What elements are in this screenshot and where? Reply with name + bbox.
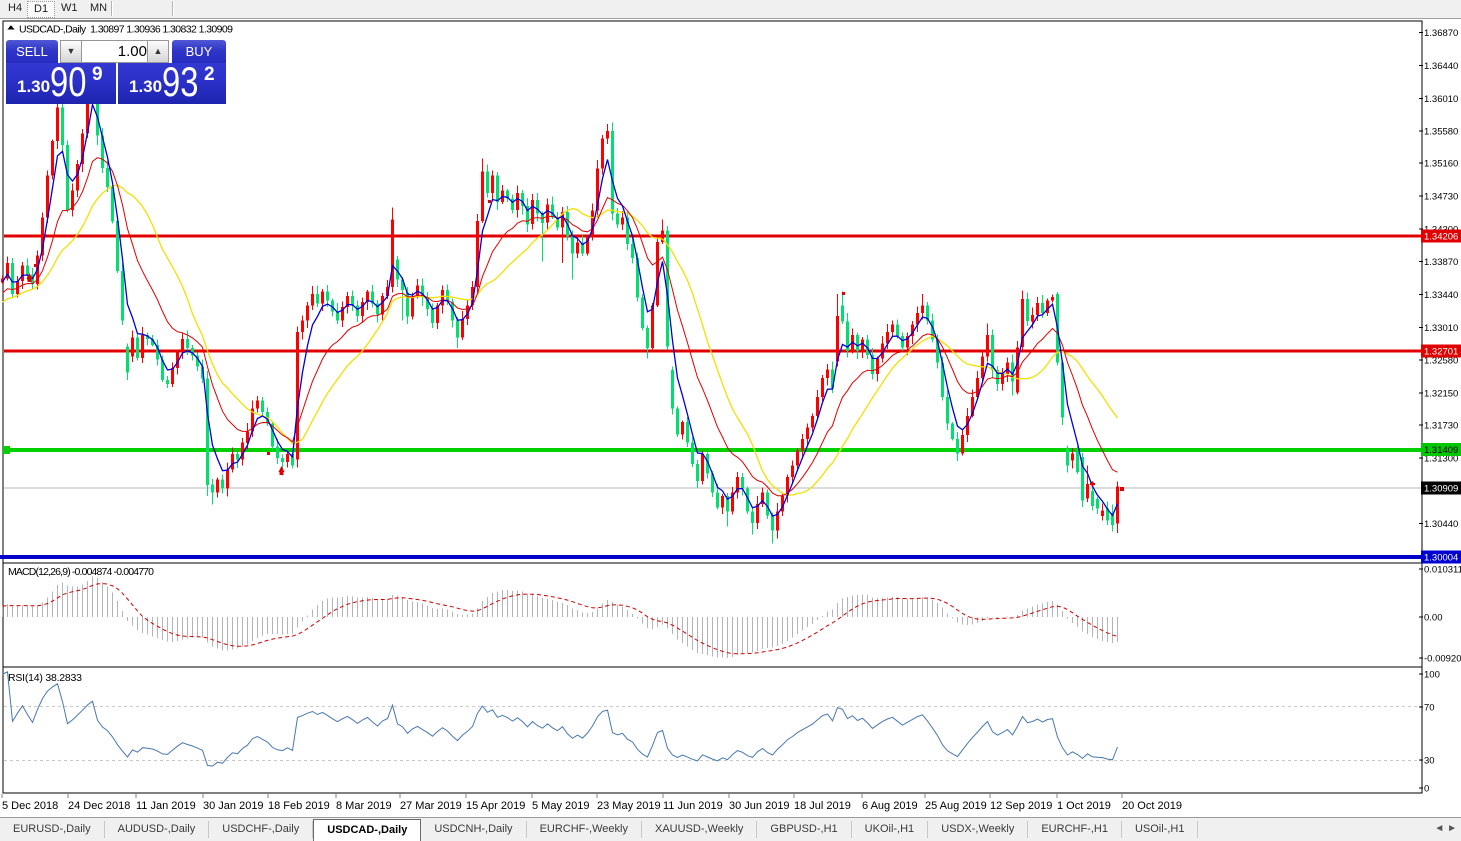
svg-text:6 Aug 2019: 6 Aug 2019 [862, 800, 918, 812]
svg-text:1.36870: 1.36870 [1424, 28, 1458, 39]
svg-text:RSI(14) 38.2833: RSI(14) 38.2833 [8, 672, 82, 684]
svg-text:1.31300: 1.31300 [1424, 454, 1458, 465]
svg-text:-0.009203: -0.009203 [1424, 654, 1461, 665]
svg-text:11 Jun 2019: 11 Jun 2019 [663, 800, 723, 812]
svg-text:70: 70 [1424, 703, 1435, 714]
svg-text:1.34730: 1.34730 [1424, 192, 1458, 203]
svg-text:1.35580: 1.35580 [1424, 127, 1458, 138]
svg-text:MACD(12,26,9) -0.004874 -0.004: MACD(12,26,9) -0.004874 -0.004770 [8, 566, 154, 578]
svg-text:25 Aug 2019: 25 Aug 2019 [925, 800, 987, 812]
svg-text:1.31730: 1.31730 [1424, 421, 1458, 432]
svg-text:0: 0 [1424, 784, 1429, 795]
svg-text:24 Dec 2018: 24 Dec 2018 [68, 800, 130, 812]
svg-text:1 Oct 2019: 1 Oct 2019 [1057, 800, 1111, 812]
svg-text:30 Jun 2019: 30 Jun 2019 [729, 800, 790, 812]
svg-text:1.30909: 1.30909 [1424, 483, 1458, 494]
svg-text:30 Jan 2019: 30 Jan 2019 [203, 800, 264, 812]
svg-text:18 Feb 2019: 18 Feb 2019 [268, 800, 330, 812]
svg-text:20 Oct 2019: 20 Oct 2019 [1122, 800, 1182, 812]
svg-text:1.36440: 1.36440 [1424, 61, 1458, 72]
svg-text:1.33440: 1.33440 [1424, 290, 1458, 301]
svg-text:0.00: 0.00 [1424, 613, 1443, 624]
svg-text:1.30440: 1.30440 [1424, 519, 1458, 530]
svg-text:1.32580: 1.32580 [1424, 356, 1458, 367]
svg-text:27 Mar 2019: 27 Mar 2019 [400, 800, 462, 812]
svg-text:30: 30 [1424, 756, 1435, 767]
svg-text:12 Sep 2019: 12 Sep 2019 [990, 800, 1052, 812]
svg-text:23 May 2019: 23 May 2019 [597, 800, 661, 812]
svg-text:18 Jul 2019: 18 Jul 2019 [794, 800, 851, 812]
svg-text:1.32701: 1.32701 [1424, 347, 1458, 358]
svg-text:5 May 2019: 5 May 2019 [532, 800, 589, 812]
svg-text:1.31409: 1.31409 [1424, 445, 1458, 456]
svg-text:11 Jan 2019: 11 Jan 2019 [136, 800, 196, 812]
svg-text:1.30004: 1.30004 [1424, 553, 1458, 564]
svg-text:1.36010: 1.36010 [1424, 94, 1458, 105]
svg-text:1.33010: 1.33010 [1424, 323, 1458, 334]
svg-text:1.34206: 1.34206 [1424, 232, 1458, 243]
svg-text:USDCAD-,Daily 1.30897 1.30936: USDCAD-,Daily 1.30897 1.30936 1.30832 1.… [19, 24, 233, 36]
svg-text:0.010311: 0.010311 [1424, 565, 1461, 576]
svg-text:15 Apr 2019: 15 Apr 2019 [466, 800, 525, 812]
svg-text:1.32150: 1.32150 [1424, 389, 1458, 400]
svg-text:100: 100 [1424, 670, 1440, 681]
svg-text:5 Dec 2018: 5 Dec 2018 [2, 800, 58, 812]
svg-text:1.33870: 1.33870 [1424, 257, 1458, 268]
svg-text:1.35160: 1.35160 [1424, 159, 1458, 170]
svg-text:8 Mar 2019: 8 Mar 2019 [336, 800, 392, 812]
